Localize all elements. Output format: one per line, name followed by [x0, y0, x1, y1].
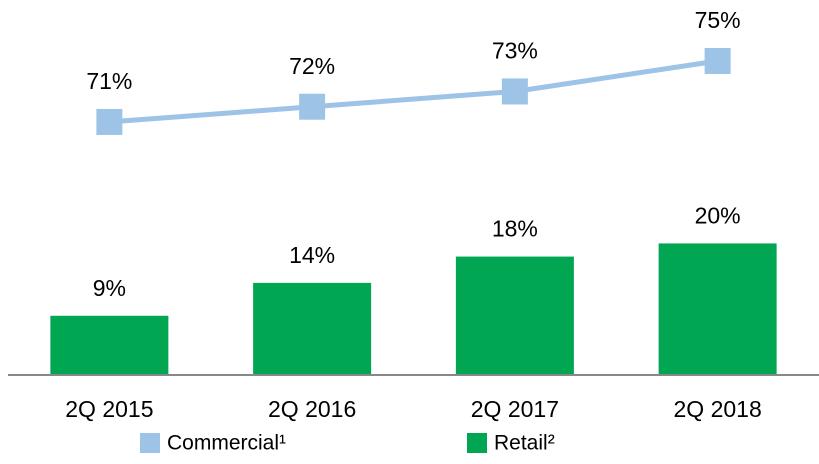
bar	[253, 282, 372, 375]
marker	[96, 108, 123, 135]
legend-swatch	[467, 433, 487, 453]
data-label: 75%	[695, 7, 741, 33]
marker	[299, 93, 326, 120]
legend-swatch	[140, 433, 160, 453]
line	[109, 58, 718, 125]
legend-label: Retail²	[494, 432, 555, 455]
marker	[501, 78, 528, 105]
marker	[704, 47, 731, 74]
x-tick-label: 2Q 2018	[674, 396, 762, 422]
x-tick-label: 2Q 2016	[268, 396, 356, 422]
data-label: 71%	[86, 68, 132, 94]
data-label: 72%	[289, 53, 335, 79]
bar	[455, 256, 574, 375]
bar	[50, 315, 169, 375]
x-tick-label: 2Q 2017	[471, 396, 559, 422]
data-label: 14%	[289, 242, 335, 268]
x-tick-label: 2Q 2015	[65, 396, 153, 422]
data-label: 20%	[695, 202, 741, 228]
bar	[658, 243, 777, 375]
data-label: 73%	[492, 38, 538, 64]
data-label: 9%	[93, 275, 126, 301]
data-label: 18%	[492, 216, 538, 242]
legend-label: Commercial¹	[167, 432, 286, 455]
